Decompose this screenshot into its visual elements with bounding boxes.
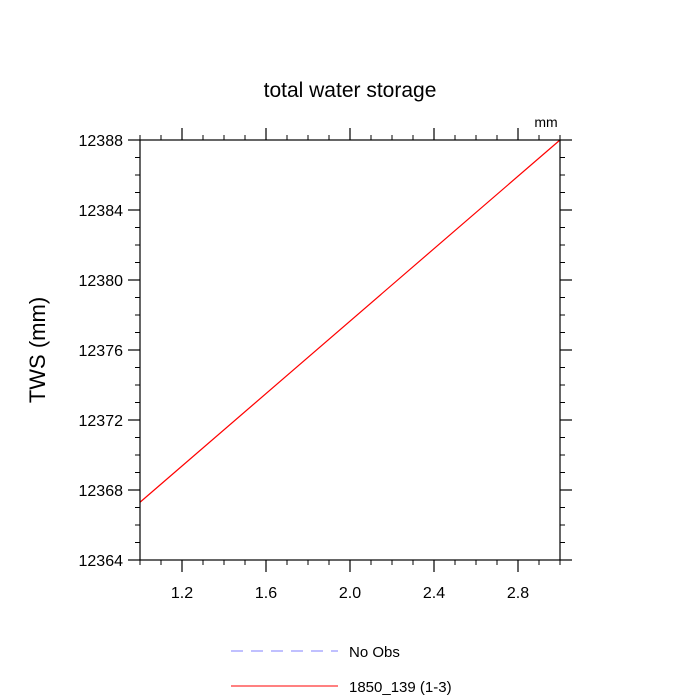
- y-tick-label: 12372: [79, 413, 124, 430]
- y-tick-label: 12380: [79, 273, 124, 290]
- x-tick-label: 2.0: [339, 585, 361, 602]
- legend-label-0: No Obs: [349, 644, 400, 661]
- y-tick-label: 12384: [79, 203, 124, 220]
- legend-label-1: 1850_139 (1-3): [349, 679, 452, 696]
- y-axis-label: TWS (mm): [25, 297, 50, 403]
- y-tick-label: 12364: [79, 553, 124, 570]
- chart-title: total water storage: [264, 79, 437, 102]
- y-tick-label: 12368: [79, 483, 124, 500]
- series-line-1: [139, 139, 561, 503]
- x-tick-label: 1.6: [255, 585, 277, 602]
- y-tick-label: 12388: [79, 133, 124, 150]
- axes: 1.2 1.6 2.0 2.4 2.8 12364 12368 12372 12376 12380…: [79, 128, 572, 602]
- x-tick-label: 2.8: [507, 585, 529, 602]
- x-tick-label: 1.2: [171, 585, 193, 602]
- x-tick-label: 2.4: [423, 585, 445, 602]
- y-tick-label: 12376: [79, 343, 124, 360]
- legend: No Obs 1850_139 (1-3): [231, 644, 452, 696]
- plot-frame: [139, 139, 561, 561]
- units-label: mm: [534, 114, 557, 130]
- series-layer: [139, 139, 561, 503]
